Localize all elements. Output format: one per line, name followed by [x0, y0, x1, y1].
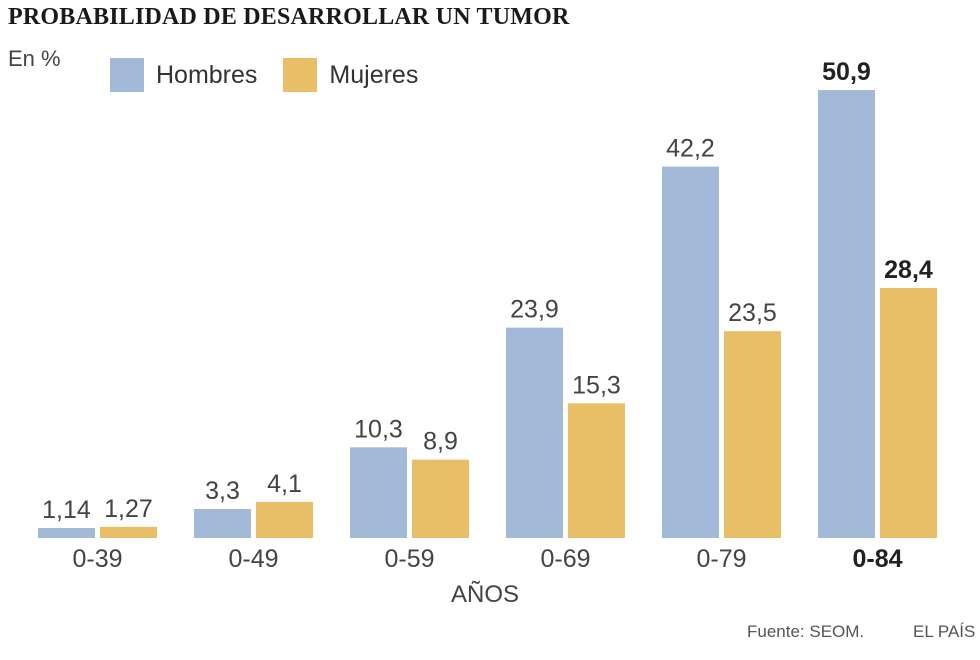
data-label-hombres-0-49: 3,3 [205, 477, 240, 505]
unit-label: En % [8, 46, 61, 71]
data-label-mujeres-0-49: 4,1 [267, 470, 302, 498]
bar-mujeres-0-39 [100, 526, 157, 538]
data-label-hombres-0-84: 50,9 [822, 58, 871, 86]
data-label-hombres-0-69: 23,9 [510, 296, 559, 324]
bar-mujeres-0-49 [256, 501, 313, 538]
bar-hombres-0-49 [194, 508, 251, 538]
data-label-mujeres-0-39: 1,27 [104, 495, 153, 523]
bar-mujeres-0-59 [412, 459, 469, 538]
source-note: Fuente: SEOM. [747, 622, 865, 641]
legend-item-mujeres: Mujeres [283, 58, 418, 92]
data-label-mujeres-0-79: 23,5 [728, 299, 777, 327]
bar-hombres-0-59 [350, 447, 407, 538]
bar-hombres-0-79 [662, 166, 719, 538]
x-tick-label-0-79: 0-79 [696, 545, 746, 573]
legend: Hombres Mujeres [110, 58, 444, 92]
x-tick-label-0-49: 0-49 [228, 545, 278, 573]
legend-label-hombres: Hombres [156, 60, 258, 89]
bar-mujeres-0-79 [724, 331, 781, 538]
x-tick-label-0-39: 0-39 [72, 545, 122, 573]
legend-label-mujeres: Mujeres [329, 60, 419, 89]
data-label-mujeres-0-59: 8,9 [423, 428, 458, 456]
bar-mujeres-0-69 [568, 403, 625, 538]
x-tick-label-0-84: 0-84 [852, 545, 902, 573]
legend-item-hombres: Hombres [110, 58, 257, 92]
bar-chart: 1,14 1,27 0-39 3,3 4,1 0-49 10,3 8,9 0-59 23,9 15,… [38, 58, 937, 608]
legend-swatch-mujeres [283, 58, 318, 92]
data-label-mujeres-0-69: 15,3 [572, 371, 621, 399]
chart-title: PROBABILIDAD DE DESARROLLAR UN TUMOR [8, 4, 570, 30]
x-tick-label-0-69: 0-69 [540, 545, 590, 573]
brand-logo: EL PAÍS [913, 622, 976, 641]
bar-hombres-0-69 [506, 327, 563, 538]
x-axis-label: AÑOS [451, 581, 519, 608]
legend-swatch-hombres [110, 58, 144, 92]
data-label-mujeres-0-84: 28,4 [884, 256, 933, 284]
data-label-hombres-0-79: 42,2 [666, 135, 715, 163]
bar-hombres-0-39 [38, 527, 95, 538]
x-tick-label-0-59: 0-59 [384, 545, 434, 573]
bar-hombres-0-84 [818, 90, 875, 538]
data-label-hombres-0-59: 10,3 [354, 415, 403, 443]
data-label-hombres-0-39: 1,14 [42, 496, 91, 524]
bar-mujeres-0-84 [880, 288, 937, 538]
